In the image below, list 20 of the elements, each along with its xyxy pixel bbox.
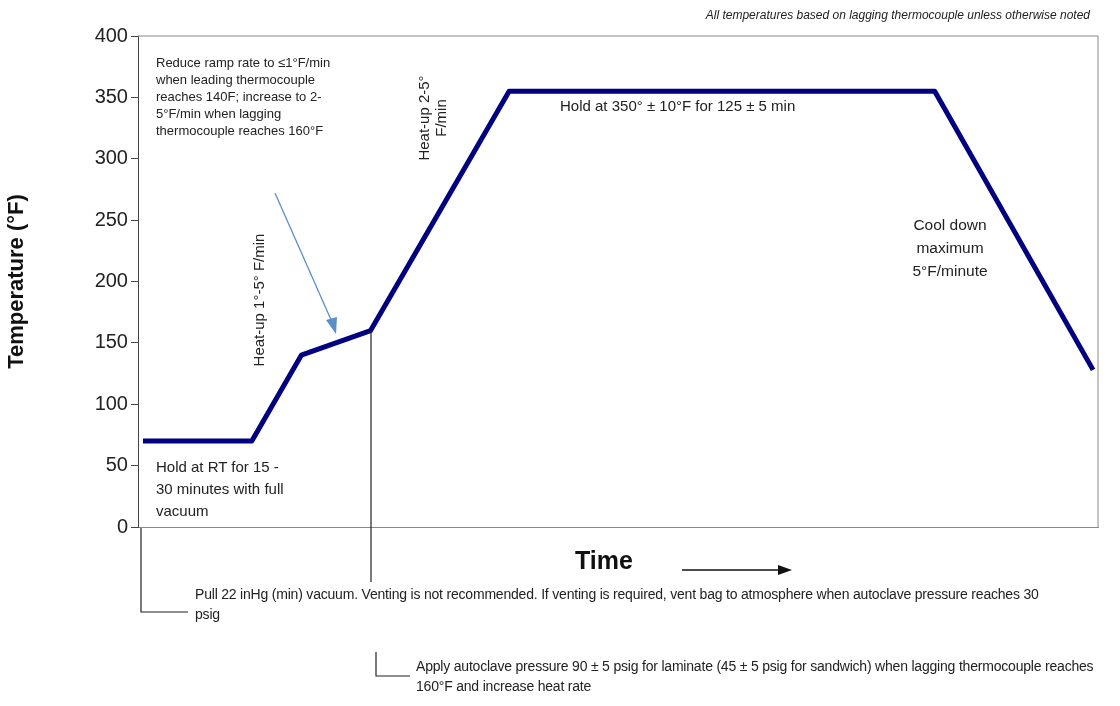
annotation: Hold at RT for 15 - 30 minutes with full vacuum [156, 457, 285, 521]
text: Pull 22 inHg (min) vacuum. Venting is not recommended. If venting is required, vent bag to atmosphere when autoclave pressure reaches 30 psig [195, 585, 1040, 624]
annotation: Heat-up 2-5° F/min [415, 74, 449, 163]
y-tick-label: 0 [116, 514, 128, 537]
y-tick-label: 50 [105, 453, 128, 476]
annotation: Reduce ramp rate to ≤1°F/min when leading thermocouple reaches 140F; increase to 2-5°F/min when lagging thermocouple reaches 160°F [156, 54, 332, 139]
annotation: Hold at 350° ± 10°F for 125 ± 5 min [560, 97, 796, 114]
text: All temperatures based on lagging thermocouple unless otherwise noted [705, 8, 1090, 22]
y-tick-label: 200 [94, 269, 128, 292]
y-tick-label: 300 [94, 146, 128, 169]
annotation: Cool down maximum 5°F/minute [911, 215, 989, 281]
annotation: Heat-up 1°-5° F/min [249, 233, 267, 367]
text: Apply autoclave pressure 90 ± 5 psig for laminate (45 ± 5 psig for sandwich) when lagging thermocouple reaches 160°F and increase heat rate [416, 657, 1095, 696]
y-tick-label: 400 [94, 23, 128, 46]
y-tick-label: 250 [94, 207, 128, 230]
y-axis-title: Temperature (°F) [3, 194, 29, 369]
x-axis-title: Time [575, 546, 633, 575]
y-tick-label: 150 [94, 330, 128, 353]
y-tick-label: 100 [94, 391, 128, 414]
y-tick-label: 350 [94, 84, 128, 107]
